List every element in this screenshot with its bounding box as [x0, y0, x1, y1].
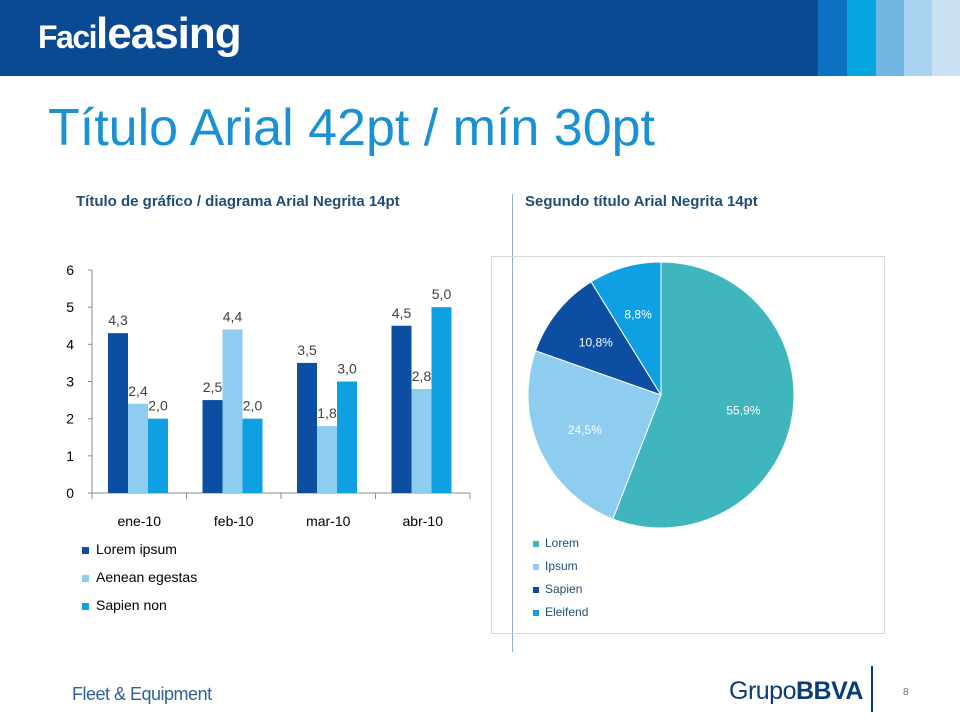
- bar: [128, 403, 148, 493]
- pie-chart-title: Segundo título Arial Negrita 14pt: [525, 193, 758, 210]
- x-tick-label: feb-10: [214, 513, 254, 529]
- grupo-bbva-logo: GrupoBBVA: [729, 677, 863, 706]
- x-tick-label: mar-10: [306, 513, 351, 529]
- data-label: 3,0: [337, 361, 357, 377]
- bar: [337, 381, 357, 493]
- bar: [148, 418, 168, 493]
- facileasing-logo: Facileasing: [38, 9, 242, 58]
- legend-swatch: [533, 587, 539, 593]
- x-tick-label: ene-10: [117, 513, 161, 529]
- header-stripe: [904, 0, 932, 76]
- y-tick-label: 0: [66, 485, 74, 501]
- bar: [317, 426, 337, 493]
- legend-label: Sapien non: [96, 597, 167, 613]
- header-stripe: [847, 0, 876, 76]
- legend-label: Aenean egestas: [96, 569, 198, 585]
- legend-swatch: [82, 547, 89, 554]
- bar-chart-title: Título de gráfico / diagrama Arial Negri…: [76, 193, 400, 210]
- bar: [431, 307, 452, 493]
- legend-label: Ipsum: [545, 559, 578, 573]
- data-label: 2,0: [148, 398, 168, 414]
- x-tick-label: abr-10: [403, 513, 444, 529]
- header-stripe: [932, 0, 960, 76]
- slide-title: Título Arial 42pt / mín 30pt: [48, 99, 655, 157]
- logo-part-1: Faci: [38, 19, 98, 55]
- bar: [391, 325, 412, 493]
- y-tick-label: 5: [66, 299, 74, 315]
- bar: [297, 362, 317, 493]
- vertical-divider: [512, 194, 513, 652]
- legend-swatch: [533, 564, 539, 570]
- data-label: 2,5: [203, 379, 223, 395]
- logo-part-2: leasing: [96, 9, 242, 58]
- y-tick-label: 2: [66, 411, 74, 427]
- header-stripe: [818, 0, 847, 76]
- y-tick-label: 6: [66, 262, 74, 278]
- bar: [242, 418, 263, 493]
- y-tick-label: 4: [66, 336, 74, 352]
- data-label: 4,3: [108, 312, 128, 328]
- data-label: 2,0: [243, 398, 263, 414]
- data-label: 3,5: [297, 342, 317, 358]
- header-stripe: [876, 0, 904, 76]
- footer-fleet-equipment: Fleet & Equipment: [72, 684, 212, 704]
- data-label: 1,8: [317, 405, 337, 421]
- data-label: 4,5: [392, 305, 412, 321]
- legend-swatch: [82, 603, 89, 610]
- legend-label: Eleifend: [545, 605, 589, 619]
- pie-chart-frame: [491, 256, 885, 634]
- footer-divider: [871, 666, 873, 712]
- data-label: 2,4: [128, 383, 148, 399]
- data-label: 5,0: [432, 286, 452, 302]
- header-bar: Facileasing: [0, 0, 960, 76]
- page-number: 8: [903, 687, 909, 698]
- brand-part-1: Grupo: [729, 677, 796, 705]
- y-tick-label: 3: [66, 374, 74, 390]
- legend-swatch: [533, 541, 539, 547]
- legend-swatch: [82, 575, 89, 582]
- bar: [222, 329, 243, 493]
- data-label: 2,8: [412, 368, 432, 384]
- bar: [202, 400, 223, 493]
- brand-part-2: BBVA: [795, 677, 863, 705]
- y-tick-label: 1: [66, 448, 74, 464]
- legend-label: Sapien: [545, 582, 583, 596]
- legend-swatch: [533, 610, 539, 616]
- bar: [108, 333, 128, 493]
- legend-label: Lorem: [545, 536, 580, 550]
- legend-label: Lorem ipsum: [96, 541, 177, 557]
- data-label: 4,4: [223, 308, 243, 324]
- bar: [411, 388, 432, 493]
